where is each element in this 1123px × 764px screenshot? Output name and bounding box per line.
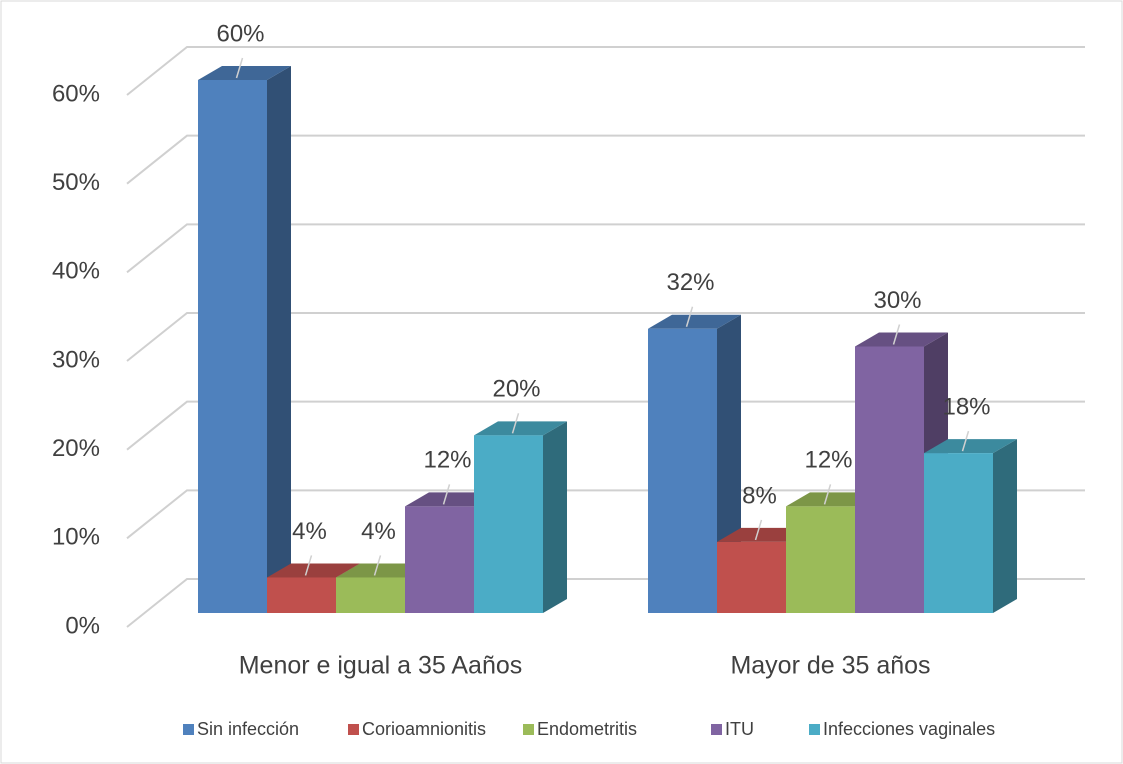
bar-front xyxy=(717,541,786,613)
bar-front xyxy=(855,346,924,613)
value-label: 12% xyxy=(804,447,852,474)
bar-front xyxy=(198,80,267,613)
y-tick-label: 20% xyxy=(52,435,100,462)
bar-top xyxy=(648,314,741,329)
bar-top xyxy=(198,66,291,80)
grid-line xyxy=(126,312,1085,362)
legend-swatch xyxy=(523,724,534,735)
legend-label: Sin infección xyxy=(197,719,299,739)
legend-swatch xyxy=(348,724,359,735)
y-tick-label: 50% xyxy=(52,169,100,196)
grid-line xyxy=(126,223,1085,274)
leader-line xyxy=(442,484,451,505)
legend-swatch xyxy=(809,724,820,735)
leader-line xyxy=(235,57,244,79)
legend-item: Infecciones vaginales xyxy=(809,719,995,739)
bar-front xyxy=(336,577,405,613)
legend-item: Endometritis xyxy=(523,719,637,739)
value-label: 12% xyxy=(423,447,471,474)
bar-front xyxy=(786,506,855,613)
bar-front xyxy=(405,506,474,613)
value-label: 8% xyxy=(742,482,777,509)
bars xyxy=(198,66,1017,613)
value-label: 18% xyxy=(942,393,990,420)
bar-front xyxy=(267,577,336,613)
bar-front xyxy=(648,328,717,613)
bar-top xyxy=(924,439,1017,454)
bar xyxy=(924,439,1017,613)
bar xyxy=(648,314,741,613)
leader-line xyxy=(304,555,313,576)
legend-label: Corioamnionitis xyxy=(362,719,486,739)
bar-top xyxy=(474,421,567,436)
legend-item: Sin infección xyxy=(183,719,299,739)
grid-line xyxy=(126,46,1085,96)
leader-line xyxy=(373,555,382,576)
y-tick-label: 60% xyxy=(52,80,100,107)
leader-line xyxy=(511,413,520,434)
bar-top xyxy=(267,563,360,578)
grid-line xyxy=(126,400,1085,451)
grid xyxy=(126,46,1085,628)
leader-line xyxy=(685,306,694,327)
legend-label: ITU xyxy=(725,719,754,739)
y-tick-label: 30% xyxy=(52,346,100,373)
value-label: 32% xyxy=(666,269,714,296)
value-label: 30% xyxy=(873,287,921,314)
y-tick-label: 40% xyxy=(52,258,100,285)
labels: 0% 10% 20% 30% 40% 50% 60% Menor e igual a 35 A… xyxy=(52,20,995,738)
leader-line xyxy=(961,430,970,452)
y-tick-label: 0% xyxy=(65,612,100,639)
legend-swatch xyxy=(183,724,194,735)
bar-side xyxy=(543,421,567,613)
value-label: 4% xyxy=(361,518,396,545)
grid-line xyxy=(126,134,1085,185)
bar-side xyxy=(267,66,291,613)
bar xyxy=(474,421,567,613)
legend-item: ITU xyxy=(711,719,754,739)
bar-side xyxy=(993,439,1017,613)
leader-line xyxy=(823,484,832,505)
x-tick-label: Mayor de 35 años xyxy=(730,652,930,680)
bar-front xyxy=(924,453,993,613)
legend-item: Corioamnionitis xyxy=(348,719,486,739)
grid-line xyxy=(126,489,1085,540)
bar xyxy=(198,66,291,613)
y-tick-label: 10% xyxy=(52,524,100,551)
x-tick-label: Menor e igual a 35 Aaños xyxy=(239,652,523,680)
legend-label: Endometritis xyxy=(537,719,637,739)
leader-line xyxy=(892,324,901,345)
legend-label: Infecciones vaginales xyxy=(823,719,995,739)
value-label: 20% xyxy=(492,376,540,403)
legend-swatch xyxy=(711,724,722,735)
value-label: 60% xyxy=(216,20,264,47)
bar-front xyxy=(474,435,543,613)
leader-line xyxy=(754,519,763,541)
value-label: 4% xyxy=(292,518,327,545)
bar-top xyxy=(855,332,948,347)
